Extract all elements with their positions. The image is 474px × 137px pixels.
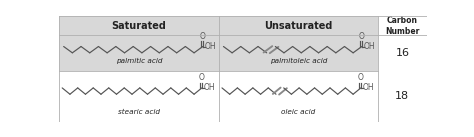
Text: palmitoleic acid: palmitoleic acid <box>270 58 327 64</box>
Text: OH: OH <box>204 83 216 92</box>
Bar <box>59 16 378 71</box>
Text: O: O <box>200 32 205 41</box>
Text: oleic acid: oleic acid <box>282 109 316 115</box>
Text: OH: OH <box>364 42 375 51</box>
Text: Unsaturated: Unsaturated <box>264 21 333 31</box>
Text: 16: 16 <box>395 48 410 58</box>
Text: Carbon
Number: Carbon Number <box>385 16 419 36</box>
Text: 18: 18 <box>395 91 410 101</box>
Text: O: O <box>358 32 365 41</box>
Text: Saturated: Saturated <box>112 21 166 31</box>
Text: OH: OH <box>363 83 374 92</box>
Text: OH: OH <box>205 42 217 51</box>
Text: O: O <box>357 73 364 82</box>
Text: O: O <box>199 73 204 82</box>
Text: stearic acid: stearic acid <box>118 109 160 115</box>
Text: palmitic acid: palmitic acid <box>116 58 163 64</box>
